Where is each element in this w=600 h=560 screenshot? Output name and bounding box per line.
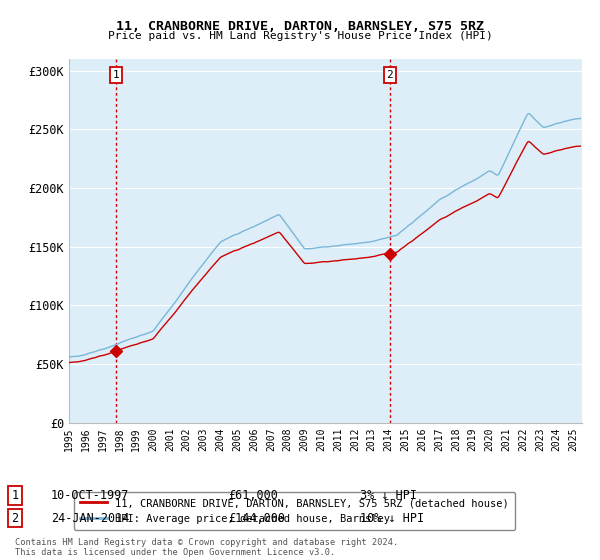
- Text: 2: 2: [11, 511, 19, 525]
- Text: 10-OCT-1997: 10-OCT-1997: [51, 489, 130, 502]
- Legend: 11, CRANBORNE DRIVE, DARTON, BARNSLEY, S75 5RZ (detached house), HPI: Average pr: 11, CRANBORNE DRIVE, DARTON, BARNSLEY, S…: [74, 492, 515, 530]
- Text: 10% ↓ HPI: 10% ↓ HPI: [360, 511, 424, 525]
- Text: £61,000: £61,000: [228, 489, 278, 502]
- Text: £144,000: £144,000: [228, 511, 285, 525]
- Text: 2: 2: [386, 70, 393, 80]
- Text: 11, CRANBORNE DRIVE, DARTON, BARNSLEY, S75 5RZ: 11, CRANBORNE DRIVE, DARTON, BARNSLEY, S…: [116, 20, 484, 32]
- Text: 1: 1: [112, 70, 119, 80]
- Text: Contains HM Land Registry data © Crown copyright and database right 2024.
This d: Contains HM Land Registry data © Crown c…: [15, 538, 398, 557]
- Text: 1: 1: [11, 489, 19, 502]
- Text: 3% ↓ HPI: 3% ↓ HPI: [360, 489, 417, 502]
- Text: Price paid vs. HM Land Registry's House Price Index (HPI): Price paid vs. HM Land Registry's House …: [107, 31, 493, 41]
- Text: 24-JAN-2014: 24-JAN-2014: [51, 511, 130, 525]
